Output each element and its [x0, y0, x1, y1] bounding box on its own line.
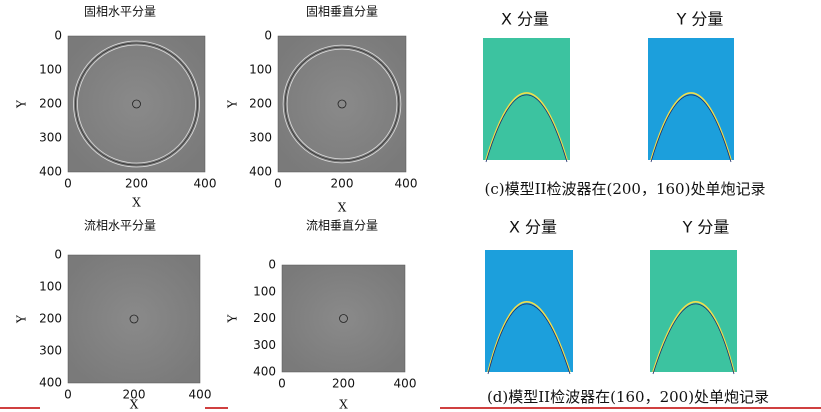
record-title: Y 分量 [676, 10, 724, 29]
y-tick-label: 100 [39, 63, 62, 77]
reflection [652, 303, 735, 375]
x-tick-label: 400 [394, 377, 417, 391]
y-tick-label: 300 [249, 131, 272, 145]
x-tick-label: 0 [64, 177, 72, 191]
y-tick-label: 200 [39, 97, 62, 111]
y-tick-label: 100 [39, 280, 62, 294]
record-caption: (c)模型II检波器在(200，160)处单炮记录 [485, 180, 766, 198]
y-tick-label: 200 [249, 97, 272, 111]
y-tick-label: 400 [39, 376, 62, 390]
reflection [485, 94, 568, 163]
source [337, 99, 347, 109]
wavefield-image [67, 254, 201, 384]
y-tick-label: 300 [39, 131, 62, 145]
reflection [487, 301, 571, 373]
y-tick-label: 200 [253, 311, 276, 325]
x-tick-label: 0 [274, 177, 282, 191]
record-title: Y 分量 [682, 218, 730, 237]
record-caption: (d)模型II检波器在(160，200)处单炮记录 [487, 388, 769, 406]
x-tick-label: 200 [332, 377, 355, 391]
y-tick-label: 400 [39, 165, 62, 179]
y-axis-label: Y [15, 314, 29, 324]
wavefront [282, 44, 402, 164]
record-image [485, 250, 573, 372]
x-axis-label: X [338, 201, 347, 215]
wavefront [75, 42, 198, 166]
x-tick-label: 0 [64, 388, 72, 402]
y-axis-label: Y [15, 99, 29, 109]
panel-title: 固相垂直分量 [306, 5, 378, 19]
source [129, 314, 139, 324]
y-tick-label: 100 [249, 63, 272, 77]
wavefront [77, 44, 196, 164]
x-tick-label: 200 [331, 177, 354, 191]
panel-title: 流相垂直分量 [306, 219, 378, 233]
y-tick-label: 200 [39, 312, 62, 326]
y-tick-label: 400 [253, 365, 276, 379]
y-tick-label: 300 [253, 338, 276, 352]
wavefield-image [281, 264, 406, 373]
x-tick-label: 400 [194, 177, 217, 191]
wavefield-image [67, 35, 206, 173]
source [339, 314, 348, 323]
x-tick-label: 0 [278, 377, 286, 391]
x-axis-label: X [130, 398, 139, 412]
y-tick-label: 0 [268, 258, 276, 272]
reflection [487, 303, 571, 375]
wavefront [286, 48, 398, 160]
y-axis-label: Y [226, 99, 240, 109]
record-image [650, 250, 737, 372]
y-axis-label: Y [226, 313, 240, 323]
reflection [650, 92, 732, 161]
wavefield-image [277, 35, 407, 173]
x-axis-label: X [339, 398, 348, 412]
y-tick-label: 300 [39, 344, 62, 358]
x-axis-label: X [132, 196, 141, 210]
y-tick-label: 0 [264, 29, 272, 43]
y-tick-label: 100 [253, 284, 276, 298]
record-image [648, 38, 734, 160]
reflection [652, 301, 735, 373]
wavefront [284, 46, 400, 162]
x-tick-label: 400 [189, 388, 212, 402]
panel-title: 流相水平分量 [84, 219, 156, 233]
y-tick-label: 400 [249, 165, 272, 179]
reflection [485, 92, 568, 161]
x-tick-label: 200 [123, 388, 146, 402]
source [132, 99, 141, 109]
record-image [483, 38, 570, 160]
panel-title: 固相水平分量 [84, 5, 156, 19]
record-title: X 分量 [501, 10, 549, 29]
x-tick-label: 400 [395, 177, 418, 191]
x-tick-label: 200 [125, 177, 148, 191]
record-title: X 分量 [509, 218, 557, 237]
y-tick-label: 0 [54, 29, 62, 43]
y-tick-label: 0 [54, 248, 62, 262]
reflection [650, 94, 732, 163]
wavefront [73, 40, 200, 168]
